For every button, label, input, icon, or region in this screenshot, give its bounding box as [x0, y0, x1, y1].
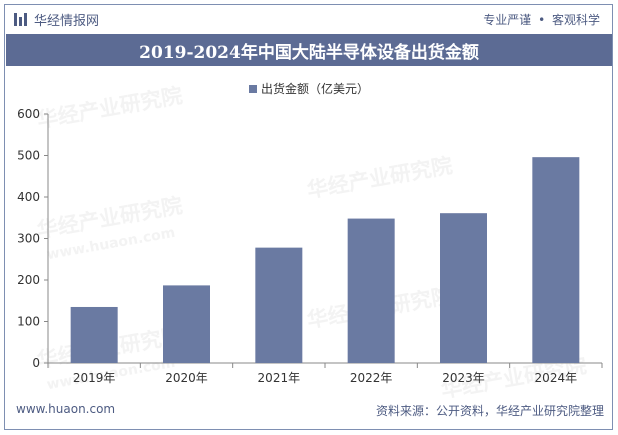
brand[interactable]: 华经情报网 [14, 10, 99, 29]
top-bar: 华经情报网 专业严谨 • 客观科学 [6, 9, 612, 31]
bar [255, 247, 303, 363]
slogan-part-a: 专业严谨 [483, 13, 532, 27]
bar [347, 218, 395, 363]
y-tick-label: 400 [17, 190, 40, 204]
y-tick-label: 0 [32, 356, 40, 370]
bar [532, 157, 580, 363]
legend-label: 出货金额（亿美元） [260, 82, 369, 96]
x-tick-label: 2024年 [535, 371, 578, 385]
y-tick-label: 600 [17, 107, 40, 121]
slogan-part-b: 客观科学 [551, 13, 600, 27]
y-tick-label: 200 [17, 273, 40, 287]
bar [163, 285, 210, 363]
x-tick-label: 2020年 [165, 371, 208, 385]
x-tick-label: 2019年 [73, 371, 116, 385]
y-tick-label: 300 [17, 232, 40, 246]
x-tick-label: 2022年 [350, 371, 393, 385]
footer-source: 资料来源：公开资料，华经产业研究院整理 [375, 404, 604, 418]
chart-title: 2019-2024年中国大陆半导体设备出货金额 [6, 34, 612, 66]
slogan-separator: • [538, 13, 546, 27]
bar-logo-icon [14, 13, 27, 26]
brand-name: 华经情报网 [34, 14, 100, 29]
legend: 出货金额（亿美元） [0, 80, 618, 97]
x-tick-label: 2023年 [442, 371, 485, 385]
x-tick-label: 2021年 [258, 371, 301, 385]
footer-site[interactable]: www.huaon.com [16, 402, 116, 416]
legend-swatch [248, 84, 257, 93]
slogan: 专业严谨 • 客观科学 [483, 11, 600, 28]
bar [440, 213, 487, 363]
bar [70, 306, 118, 363]
y-tick-label: 500 [17, 149, 40, 163]
y-tick-label: 100 [17, 315, 40, 329]
